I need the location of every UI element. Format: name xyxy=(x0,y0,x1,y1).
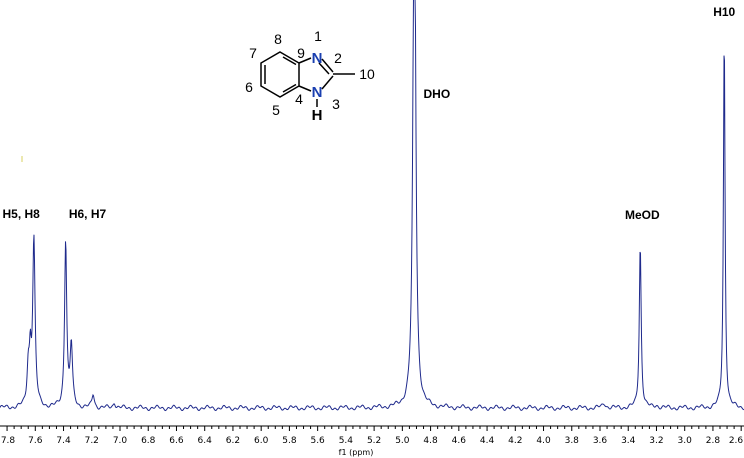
atom-h: H xyxy=(312,107,323,124)
x-tick-label: 6.4 xyxy=(198,436,213,446)
x-tick-label: 6.0 xyxy=(254,436,269,446)
x-tick-label: 4.4 xyxy=(480,436,495,446)
molecule-structure: N N H 1 2 3 4 5 6 7 8 9 10 xyxy=(245,28,375,124)
bond-c4-n3 xyxy=(298,85,312,92)
x-tick-label: 5.6 xyxy=(310,436,325,446)
x-tick-label: 4.0 xyxy=(536,436,551,446)
x-axis-ticks: 7.8 7.6 7.4 7.2 7.0 6.8 6.6 6.4 6.2 6.0 5.8 5.6 5.4 5… xyxy=(1,426,744,446)
x-axis-title: f1 (ppm) xyxy=(339,448,374,457)
benzene-double-bond xyxy=(282,56,297,66)
x-tick-label: 5.8 xyxy=(282,436,297,446)
x-tick-label: 5.2 xyxy=(367,436,381,446)
benzene-ring xyxy=(260,51,300,98)
x-tick-label: 6.2 xyxy=(226,436,240,446)
position-number: 3 xyxy=(332,96,340,112)
x-tick-label: 4.8 xyxy=(423,436,438,446)
peak-annotation: H5, H8 xyxy=(2,207,40,221)
x-tick-label: 7.0 xyxy=(113,436,128,446)
position-number: 1 xyxy=(314,28,322,44)
x-tick-label: 7.4 xyxy=(56,436,71,446)
x-tick-label: 3.4 xyxy=(621,436,636,446)
x-tick-label: 4.6 xyxy=(452,436,467,446)
peak-annotation: H6, H7 xyxy=(69,207,107,221)
bond-n1-c2 xyxy=(321,58,334,73)
peak-annotation: DHO xyxy=(424,87,451,101)
x-tick-label: 6.6 xyxy=(169,436,184,446)
position-number: 10 xyxy=(359,66,375,82)
benzene-double-bond xyxy=(282,83,297,93)
x-tick-label: 7.2 xyxy=(85,436,99,446)
atom-n3: N xyxy=(312,84,323,101)
atom-n1: N xyxy=(312,50,323,67)
x-tick-label: 5.4 xyxy=(339,436,354,446)
peak-annotation: MeOD xyxy=(625,208,660,222)
x-tick-label: 3.2 xyxy=(649,436,663,446)
x-tick-label: 6.8 xyxy=(141,436,156,446)
spectrum-trace xyxy=(0,0,744,412)
x-tick-label: 5.0 xyxy=(395,436,410,446)
x-tick-label: 7.6 xyxy=(28,436,43,446)
bond-c9-n1 xyxy=(298,57,312,64)
position-number: 6 xyxy=(245,79,253,95)
bond-c2-n3 xyxy=(321,75,334,90)
position-number: 4 xyxy=(295,91,303,107)
x-tick-label: 2.8 xyxy=(706,436,721,446)
position-number: 9 xyxy=(297,45,305,61)
position-number: 5 xyxy=(272,102,280,118)
x-tick-label: 3.8 xyxy=(565,436,580,446)
position-number: 8 xyxy=(274,31,282,47)
x-tick-label: 4.2 xyxy=(508,436,522,446)
peak-annotation: H10 xyxy=(713,5,735,19)
x-tick-label: 7.8 xyxy=(1,436,16,446)
x-tick-label: 2.6 xyxy=(729,436,744,446)
bond-n1-c2-double xyxy=(318,62,330,75)
x-tick-label: 3.6 xyxy=(593,436,608,446)
position-number: 7 xyxy=(249,45,257,61)
x-tick-label: 3.0 xyxy=(678,436,693,446)
position-number: 2 xyxy=(334,50,342,66)
